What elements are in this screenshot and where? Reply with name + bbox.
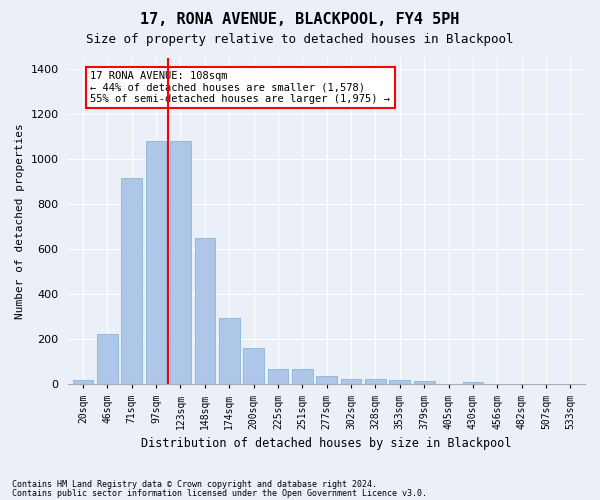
Bar [194, 238, 215, 384]
Y-axis label: Number of detached properties: Number of detached properties [15, 123, 25, 319]
Bar [414, 381, 434, 384]
Bar [170, 141, 191, 384]
Bar [389, 380, 410, 384]
Bar [219, 318, 239, 384]
Bar [268, 368, 289, 384]
Bar [316, 376, 337, 384]
Text: Size of property relative to detached houses in Blackpool: Size of property relative to detached ho… [86, 32, 514, 46]
Bar [243, 348, 264, 384]
Bar [463, 382, 483, 384]
Bar [97, 334, 118, 384]
Bar [146, 141, 166, 384]
Bar [292, 368, 313, 384]
Bar [341, 379, 361, 384]
X-axis label: Distribution of detached houses by size in Blackpool: Distribution of detached houses by size … [142, 437, 512, 450]
Bar [121, 178, 142, 384]
Text: Contains HM Land Registry data © Crown copyright and database right 2024.: Contains HM Land Registry data © Crown c… [12, 480, 377, 489]
Bar [365, 379, 386, 384]
Text: 17 RONA AVENUE: 108sqm
← 44% of detached houses are smaller (1,578)
55% of semi-: 17 RONA AVENUE: 108sqm ← 44% of detached… [91, 71, 391, 104]
Bar [73, 380, 94, 384]
Text: 17, RONA AVENUE, BLACKPOOL, FY4 5PH: 17, RONA AVENUE, BLACKPOOL, FY4 5PH [140, 12, 460, 28]
Text: Contains public sector information licensed under the Open Government Licence v3: Contains public sector information licen… [12, 488, 427, 498]
